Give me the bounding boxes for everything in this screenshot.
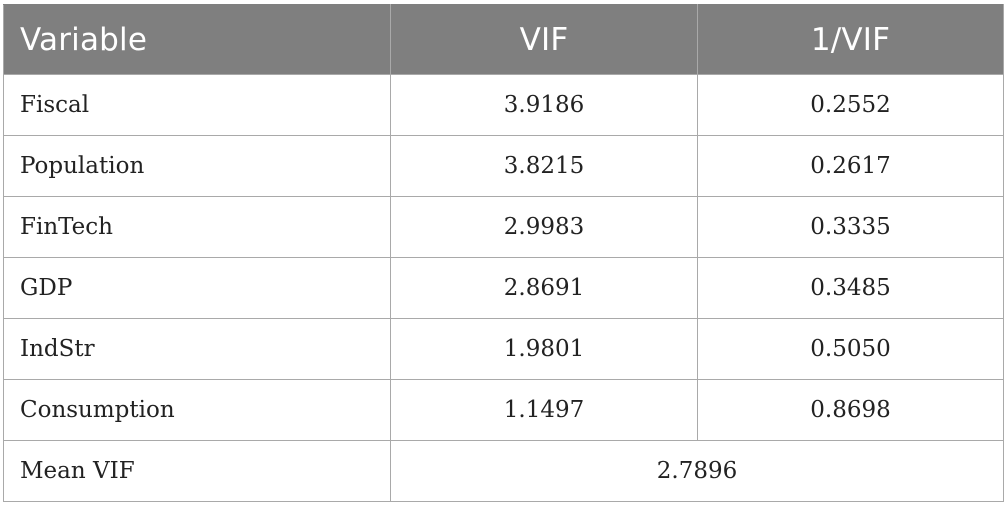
cell-vif: 3.8215 xyxy=(390,135,698,197)
vif-table: Variable VIF 1/VIF Fiscal 3.9186 0.2552 … xyxy=(3,4,1004,502)
cell-inverse-vif: 0.3485 xyxy=(697,257,1004,319)
mean-vif-label: Mean VIF xyxy=(3,440,391,502)
table-body: Fiscal 3.9186 0.2552 Population 3.8215 0… xyxy=(3,74,1004,502)
table-row: Consumption 1.1497 0.8698 xyxy=(3,379,1004,441)
mean-vif-row: Mean VIF 2.7896 xyxy=(3,440,1004,502)
cell-inverse-vif: 0.2617 xyxy=(697,135,1004,197)
cell-inverse-vif: 0.3335 xyxy=(697,196,1004,258)
cell-inverse-vif: 0.5050 xyxy=(697,318,1004,380)
cell-vif: 1.1497 xyxy=(390,379,698,441)
table-header: Variable VIF 1/VIF xyxy=(3,4,1004,75)
header-vif: VIF xyxy=(390,4,698,75)
cell-inverse-vif: 0.8698 xyxy=(697,379,1004,441)
cell-inverse-vif: 0.2552 xyxy=(697,74,1004,136)
table-row: FinTech 2.9983 0.3335 xyxy=(3,196,1004,258)
cell-variable: GDP xyxy=(3,257,391,319)
header-variable: Variable xyxy=(3,4,391,75)
cell-variable: Population xyxy=(3,135,391,197)
table-row: Fiscal 3.9186 0.2552 xyxy=(3,74,1004,136)
cell-variable: IndStr xyxy=(3,318,391,380)
header-row: Variable VIF 1/VIF xyxy=(3,4,1004,75)
table-row: IndStr 1.9801 0.5050 xyxy=(3,318,1004,380)
header-inverse-vif: 1/VIF xyxy=(697,4,1004,75)
cell-vif: 2.8691 xyxy=(390,257,698,319)
table-row: Population 3.8215 0.2617 xyxy=(3,135,1004,197)
cell-variable: FinTech xyxy=(3,196,391,258)
cell-variable: Fiscal xyxy=(3,74,391,136)
cell-vif: 2.9983 xyxy=(390,196,698,258)
table-row: GDP 2.8691 0.3485 xyxy=(3,257,1004,319)
mean-vif-value: 2.7896 xyxy=(390,440,1004,502)
cell-variable: Consumption xyxy=(3,379,391,441)
cell-vif: 3.9186 xyxy=(390,74,698,136)
cell-vif: 1.9801 xyxy=(390,318,698,380)
